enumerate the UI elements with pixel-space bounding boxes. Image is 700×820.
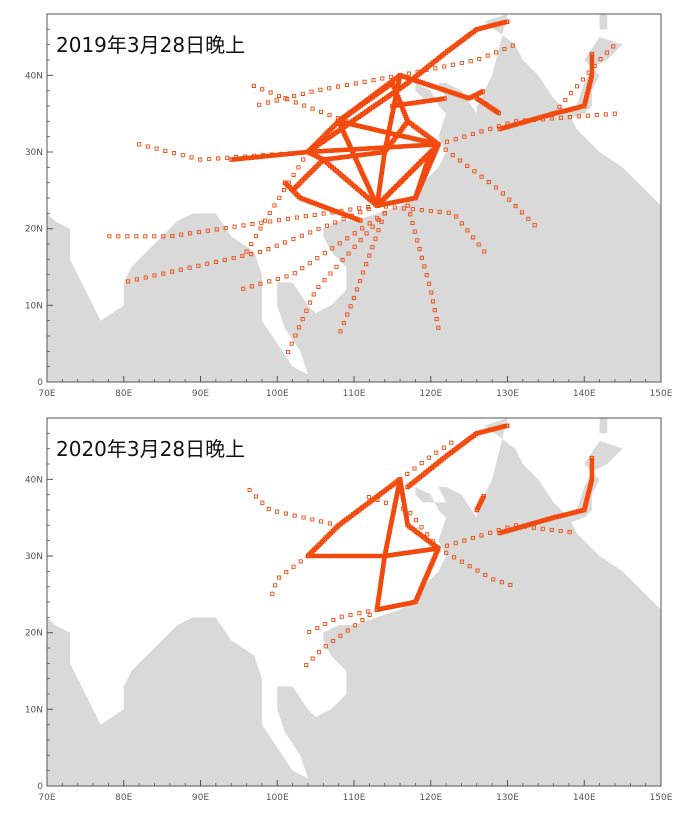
x-tick-label: 130E: [496, 389, 519, 399]
y-tick-label: 10N: [25, 705, 43, 715]
sparse-flight-track: [436, 523, 572, 551]
dense-flight-track: [497, 508, 585, 536]
map-plot-2020: [47, 418, 661, 786]
axes-2019: 70E 80E 90E 100E 110E 120E 130E 140E 150E 0 10N 20N…: [25, 28, 673, 399]
flight-tracks-2019: [107, 19, 617, 355]
dense-flight-track: [405, 423, 510, 490]
x-tick-label: 90E: [192, 389, 209, 399]
dense-flight-track: [474, 493, 486, 513]
dense-flight-track: [405, 19, 510, 86]
y-tick-label: 20N: [25, 225, 43, 235]
dense-flight-track: [282, 180, 363, 223]
flight-tracks-2020: [247, 423, 595, 668]
x-tick-label: 110E: [343, 389, 366, 399]
x-tick-label: 100E: [266, 793, 289, 803]
sparse-flight-track: [374, 203, 487, 254]
sparse-flight-track: [247, 487, 341, 528]
map-panel-2019: 70E 80E 90E 100E 110E 120E 130E 140E 150E 0 10N 20N…: [25, 13, 673, 399]
x-tick-label: 80E: [115, 793, 132, 803]
sparse-flight-track: [307, 607, 380, 635]
x-tick-label: 70E: [38, 793, 55, 803]
y-tick-label: 10N: [25, 301, 43, 311]
y-tick-label: 20N: [25, 629, 43, 639]
y-tick-label: 40N: [25, 475, 43, 485]
y-tick-label: 0: [37, 782, 43, 792]
sparse-flight-track: [270, 553, 310, 596]
sparse-flight-track: [551, 44, 616, 116]
sparse-flight-track: [397, 43, 515, 78]
x-tick-label: 120E: [419, 389, 442, 399]
sparse-flight-track: [405, 203, 441, 330]
x-tick-label: 110E: [343, 793, 366, 803]
sparse-flight-track: [241, 211, 387, 291]
x-tick-label: 100E: [266, 389, 289, 399]
x-tick-label: 70E: [38, 389, 55, 399]
dense-flight-track: [581, 51, 595, 109]
y-tick-label: 30N: [25, 148, 43, 158]
y-tick-label: 40N: [25, 71, 43, 81]
dense-flight-track: [390, 96, 447, 109]
x-tick-label: 140E: [573, 793, 596, 803]
x-tick-label: 150E: [650, 389, 673, 399]
y-tick-label: 0: [37, 378, 43, 388]
x-tick-label: 130E: [496, 793, 519, 803]
x-tick-label: 140E: [573, 389, 596, 399]
sparse-flight-track: [436, 111, 617, 147]
axes-2020: 70E 80E 90E 100E 110E 120E 130E 140E 150E 0 10N 20N…: [25, 432, 673, 803]
panel-title-2020: 2020年3月28日晚上: [56, 437, 245, 461]
x-tick-label: 150E: [650, 793, 673, 803]
x-tick-label: 90E: [192, 793, 209, 803]
map-panel-2020: 70E 80E 90E 100E 110E 120E 130E 140E 150E 0 10N 20N…: [25, 417, 673, 803]
x-tick-label: 120E: [419, 793, 442, 803]
sparse-flight-track: [244, 149, 310, 254]
map-plot-2019: [47, 14, 661, 382]
panel-title-2019: 2019年3月28日晚上: [56, 33, 245, 57]
y-tick-label: 30N: [25, 552, 43, 562]
x-tick-label: 80E: [115, 389, 132, 399]
sparse-flight-track: [397, 440, 454, 482]
dense-flight-track: [474, 96, 502, 116]
dense-flight-track: [497, 104, 585, 132]
sparse-flight-track: [251, 83, 349, 124]
dense-flight-track: [581, 455, 595, 513]
